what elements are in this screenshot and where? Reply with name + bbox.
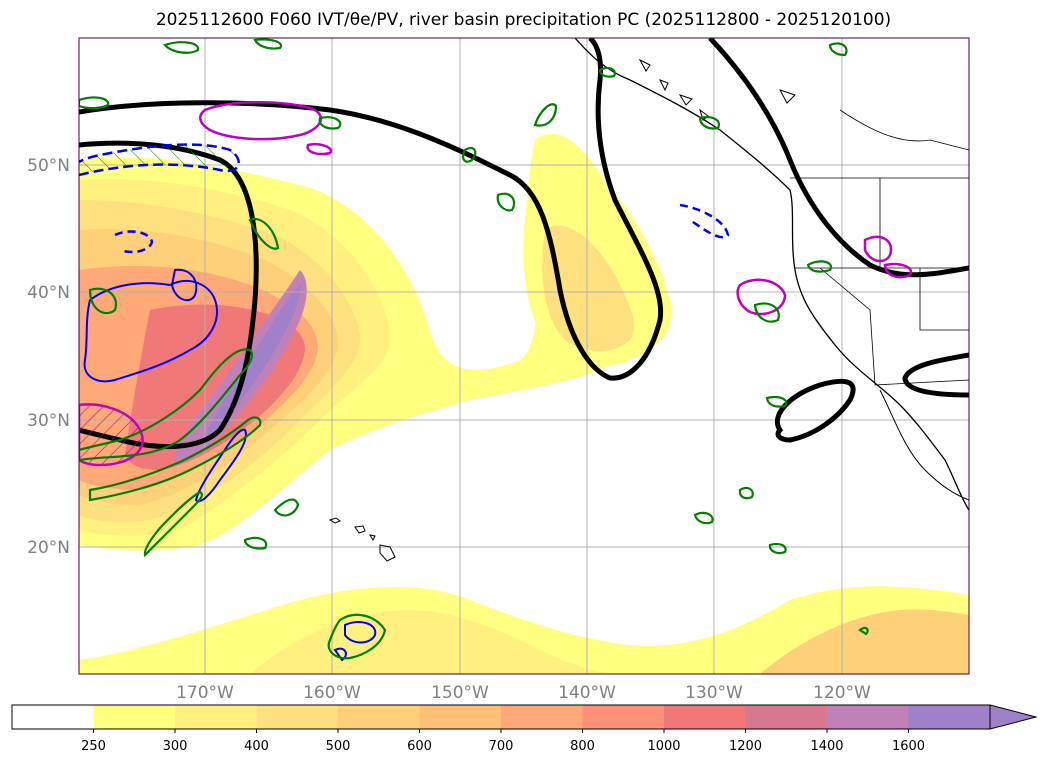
- black-contour-east: [708, 38, 969, 278]
- colorbar-tick-label: 300: [163, 739, 188, 754]
- magenta-contour-east-2: [863, 235, 893, 263]
- latitude-labels: 50°N 40°N 30°N 20°N: [27, 156, 70, 558]
- colorbar-segment: [93, 705, 176, 729]
- green-contour-coast-2: [806, 260, 833, 273]
- green-contour-hawaii-1: [273, 498, 300, 517]
- colorbar-segment: [419, 705, 502, 729]
- blue-contour-ridge: [194, 428, 247, 503]
- blue-dashed-east: [679, 203, 730, 239]
- colorbar-segment: [12, 705, 94, 729]
- colorbar-segment: [501, 705, 583, 729]
- green-contour-hawaii-2: [243, 536, 268, 550]
- colorbar-tick-label: 250: [81, 739, 106, 754]
- green-contour-north-6: [828, 42, 848, 57]
- lon-label-130w: 130°W: [685, 683, 743, 703]
- colorbar-segment: [745, 705, 828, 729]
- lon-label-140w: 140°W: [558, 683, 616, 703]
- coastline-north-america: [574, 38, 969, 511]
- lat-label-40: 40°N: [27, 283, 70, 303]
- colorbar-segment: [338, 705, 420, 729]
- colorbar-segment: [175, 705, 257, 729]
- black-contour-loop: [775, 378, 856, 443]
- colorbar-extend-arrow: [989, 704, 1038, 730]
- hawaii-island-2: [354, 525, 366, 534]
- magenta-contour-north-small: [306, 143, 333, 156]
- green-contour-south-5: [858, 626, 869, 636]
- green-contour-mid-4: [88, 287, 118, 315]
- green-contour-north-5: [598, 66, 616, 78]
- colorbar-tick-label: 600: [407, 739, 432, 754]
- green-contour-band: [79, 348, 254, 462]
- green-contour-coast-4: [698, 116, 720, 130]
- colorbar-tick-label: 1400: [810, 739, 843, 754]
- blue-dashed-west: [114, 230, 154, 254]
- alaska-islands: [638, 58, 796, 121]
- green-contour-tail: [143, 490, 204, 558]
- blue-dashed-north: [79, 143, 240, 177]
- lat-label-50: 50°N: [27, 156, 70, 176]
- colorbar-tick-label: 1000: [647, 739, 680, 754]
- ivt-south-band-east: [760, 609, 969, 674]
- black-contour-north: [79, 38, 664, 381]
- green-contour-south-3: [738, 486, 754, 500]
- hawaii-island-3: [368, 534, 376, 542]
- colorbar-segment: [827, 705, 909, 729]
- colorbar-tick-label: 800: [570, 739, 595, 754]
- ivt-1600-area: [203, 285, 301, 443]
- baja-coast: [879, 389, 969, 501]
- black-contour-se: [902, 352, 969, 398]
- hawaii-island-1: [328, 517, 342, 524]
- longitude-labels: 170°W 160°W 150°W 140°W 130°W 120°W: [176, 683, 871, 703]
- colorbar-tick-label: 1200: [729, 739, 762, 754]
- colorbar-tick-label: 400: [244, 739, 269, 754]
- blue-contour-south: [344, 621, 377, 644]
- magenta-contour-east-3: [883, 262, 913, 279]
- blue-contour-cluster: [83, 280, 218, 383]
- colorbar-segment: [256, 705, 339, 729]
- lat-label-20: 20°N: [27, 538, 70, 558]
- colorbar-tick-label: 700: [489, 739, 514, 754]
- green-contour-coast-3: [765, 396, 788, 408]
- green-contour-mid-2: [496, 192, 516, 212]
- canada-border: [839, 109, 969, 151]
- ivt-shading: [79, 133, 969, 674]
- colorbar-tick-label: 500: [326, 739, 351, 754]
- state-border-5: [919, 268, 969, 331]
- lon-label-120w: 120°W: [813, 683, 871, 703]
- green-contour-north-4: [533, 103, 558, 127]
- colorbar-segment: [908, 705, 991, 729]
- blue-contour-cluster-2: [170, 268, 198, 302]
- green-contour-north-3: [318, 116, 342, 130]
- green-contour-mid-1: [248, 217, 280, 250]
- green-contour-band-2: [88, 416, 262, 502]
- hawaii-island-4: [379, 544, 396, 562]
- green-contour-north-2: [253, 38, 283, 50]
- green-contour-south-1: [327, 613, 387, 660]
- colorbar-tick-label: 1600: [892, 739, 925, 754]
- lon-label-160w: 160°W: [303, 683, 361, 703]
- green-contour-south-4: [768, 542, 787, 555]
- lon-label-150w: 150°W: [431, 683, 489, 703]
- lat-label-30: 30°N: [27, 411, 70, 431]
- magenta-contour-north: [199, 100, 323, 141]
- colorbar: 250 300 400 500 600 700 800 1000 1200 1400 1600: [11, 704, 1038, 754]
- green-contour-north-1: [163, 41, 200, 54]
- colorbar-segment: [582, 705, 665, 729]
- lon-label-170w: 170°W: [176, 683, 234, 703]
- green-contour-mid-3: [461, 146, 477, 163]
- magenta-contour-east-1: [736, 278, 787, 316]
- green-contour-north-left: [79, 96, 110, 110]
- map-frame: [78, 37, 970, 675]
- map-title: 2025112600 F060 IVT/θe/PV, river basin p…: [155, 10, 892, 30]
- green-contour-south-2: [693, 511, 714, 525]
- state-border-4: [819, 267, 969, 386]
- blue-contour-hawaii: [333, 647, 347, 662]
- colorbar-segment: [664, 705, 746, 729]
- green-contour-coast-1: [753, 302, 780, 323]
